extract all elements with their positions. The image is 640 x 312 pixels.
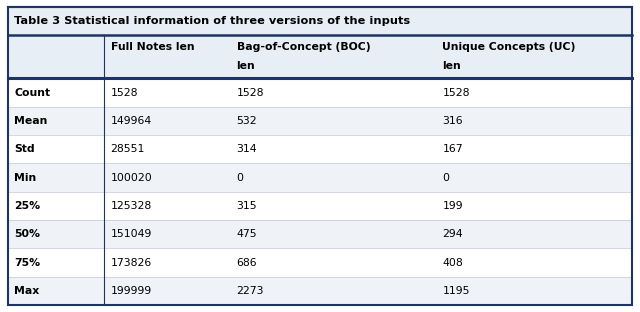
Bar [8, 163, 632, 192]
Text: Std: Std [15, 144, 35, 154]
Text: Mean: Mean [15, 116, 48, 126]
Text: 50%: 50% [15, 229, 40, 239]
Bar [8, 35, 632, 78]
Text: 1528: 1528 [237, 88, 264, 98]
Text: Unique Concepts (UC): Unique Concepts (UC) [442, 42, 576, 52]
Bar [8, 7, 632, 35]
Bar [8, 192, 632, 220]
Bar [8, 78, 632, 107]
Text: 125328: 125328 [111, 201, 152, 211]
Text: 316: 316 [442, 116, 463, 126]
Bar [8, 107, 632, 135]
Text: 151049: 151049 [111, 229, 152, 239]
Text: 199: 199 [442, 201, 463, 211]
Text: Count: Count [15, 88, 51, 98]
Text: 408: 408 [442, 258, 463, 268]
Text: 2273: 2273 [237, 286, 264, 296]
Text: Min: Min [15, 173, 36, 183]
Text: 0: 0 [442, 173, 449, 183]
Bar [8, 220, 632, 248]
Text: 1195: 1195 [442, 286, 470, 296]
Text: Bag-of-Concept (BOC): Bag-of-Concept (BOC) [237, 42, 370, 52]
Text: Table 3 Statistical information of three versions of the inputs: Table 3 Statistical information of three… [14, 16, 410, 26]
Text: 475: 475 [237, 229, 257, 239]
Text: 1528: 1528 [111, 88, 138, 98]
Bar [8, 135, 632, 163]
Text: 199999: 199999 [111, 286, 152, 296]
Text: 294: 294 [442, 229, 463, 239]
Text: 167: 167 [442, 144, 463, 154]
Text: Full Notes len: Full Notes len [111, 42, 194, 52]
Text: Max: Max [15, 286, 40, 296]
Text: 149964: 149964 [111, 116, 152, 126]
Text: len: len [237, 61, 255, 71]
Text: 1528: 1528 [442, 88, 470, 98]
Text: 315: 315 [237, 201, 257, 211]
Text: 532: 532 [237, 116, 257, 126]
Text: 28551: 28551 [111, 144, 145, 154]
Text: 75%: 75% [15, 258, 40, 268]
Bar [8, 277, 632, 305]
Text: 686: 686 [237, 258, 257, 268]
Bar [8, 248, 632, 277]
Text: 25%: 25% [15, 201, 40, 211]
Text: 100020: 100020 [111, 173, 152, 183]
Text: 173826: 173826 [111, 258, 152, 268]
Text: 0: 0 [237, 173, 244, 183]
Text: 314: 314 [237, 144, 257, 154]
Text: len: len [442, 61, 461, 71]
